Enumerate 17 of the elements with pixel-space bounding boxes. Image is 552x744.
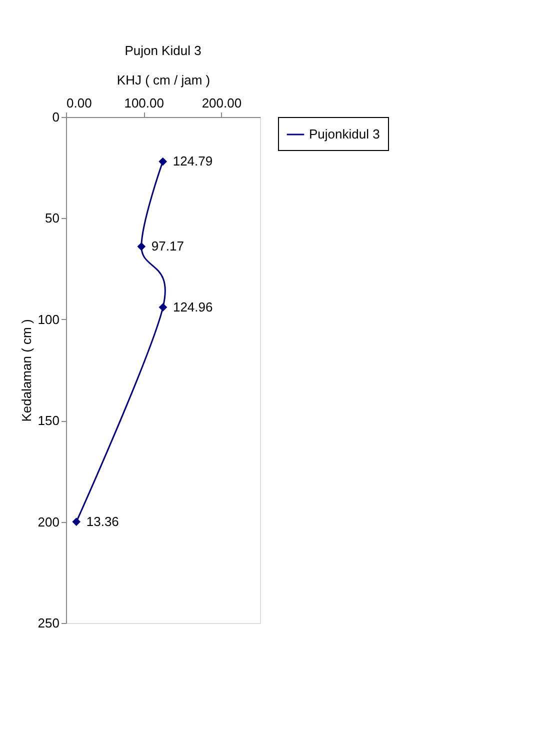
data-label: 124.96	[172, 299, 213, 314]
data-label: 13.36	[86, 514, 119, 529]
legend-label: Pujonkidul 3	[309, 126, 380, 142]
x-tick-label: 100.00	[124, 96, 164, 110]
y-tick-label: 250	[38, 616, 60, 630]
x-tick-label: 200.00	[202, 96, 242, 110]
y-tick-label: 200	[38, 514, 60, 530]
x-axis-title: KHJ ( cm / jam )	[116, 72, 210, 88]
y-tick-label: 0	[52, 110, 60, 124]
data-label: 124.79	[172, 154, 213, 169]
chart-title: Pujon Kidul 3	[124, 43, 202, 58]
y-tick-label: 150	[38, 413, 60, 428]
y-axis-title: Kedalaman ( cm )	[18, 319, 34, 422]
y-tick-label: 50	[45, 210, 60, 226]
y-tick-label: 100	[38, 312, 60, 327]
x-tick-label: 0.00	[66, 96, 92, 110]
data-label: 97.17	[151, 238, 184, 254]
